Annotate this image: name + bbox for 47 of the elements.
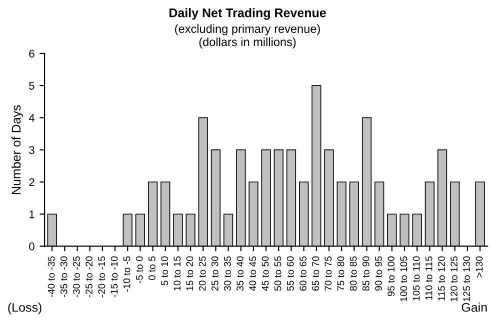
x-tick-label: 20 to 25 <box>198 256 206 291</box>
y-tick-label: 6 <box>29 50 34 58</box>
x-tick-label: 45 to 50 <box>262 256 269 291</box>
x-tick-label: 60 to 65 <box>300 256 306 291</box>
y-tick-label: 2 <box>29 178 34 186</box>
x-tick-label: 5 to 10 <box>161 256 168 286</box>
x-tick-label: -5 to 0 <box>136 256 143 284</box>
x-tick-label: 80 to 85 <box>350 256 357 291</box>
x-tick-label: 65 to 70 <box>312 256 320 291</box>
x-tick-label: 50 to 55 <box>274 256 282 291</box>
x-tick-label: 100 to 105 <box>400 256 408 302</box>
x-tick-label: 95 to 100 <box>388 256 395 296</box>
y-tick-label: 1 <box>29 210 34 218</box>
x-tick-label: 110 to 115 <box>425 256 432 300</box>
y-tick-label: 4 <box>28 114 35 122</box>
y-tick-label: 3 <box>29 146 34 154</box>
x-tick-label: -10 to -5 <box>123 256 130 292</box>
x-tick-label: 40 to 45 <box>249 256 256 291</box>
y-tick-label: 5 <box>29 82 34 90</box>
x-tick-label: 15 to 20 <box>186 256 194 290</box>
x-tick-label: 30 to 35 <box>224 256 231 291</box>
x-tick-label: 0 to 5 <box>148 256 156 280</box>
x-tick-label: 35 to 40 <box>236 256 244 291</box>
y-axis-title: Number of Days <box>11 105 24 194</box>
x-tick-label: 25 to 30 <box>211 256 218 291</box>
x-tick-label: 10 to 15 <box>174 256 181 290</box>
x-tick-label: 75 to 80 <box>337 256 344 291</box>
x-tick-label: 105 to 110 <box>412 256 420 300</box>
x-tick-label: 90 to 95 <box>375 256 382 291</box>
x-tick-label: >130 <box>476 256 483 278</box>
x-tick-label: -15 to -10 <box>110 256 118 298</box>
x-tick-label: 55 to 60 <box>286 256 294 291</box>
x-tick-label: -20 to -15 <box>98 256 106 298</box>
x-tick-label: 115 to 120 <box>438 256 445 300</box>
y-tick-label: 0 <box>29 242 34 250</box>
x-tick-label: -40 to -35 <box>48 256 55 298</box>
x-tick-label: 125 to 130 <box>463 256 470 302</box>
text: (Loss) <box>8 302 42 314</box>
x-tick-label: 120 to 125 <box>450 256 458 302</box>
chart-title: Daily Net Trading Revenue <box>170 8 326 20</box>
x-tick-label: -30 to -25 <box>73 256 80 298</box>
x-tick-label: 85 to 90 <box>362 256 370 291</box>
chart-subtitle: (excluding primary revenue) (dollars in millions) <box>175 24 320 48</box>
x-tick-label: -25 to -20 <box>86 256 92 298</box>
x-tick-label: -35 to -30 <box>60 256 68 298</box>
x-tick-label: 70 to 75 <box>324 256 332 291</box>
text: Gain <box>462 302 487 312</box>
